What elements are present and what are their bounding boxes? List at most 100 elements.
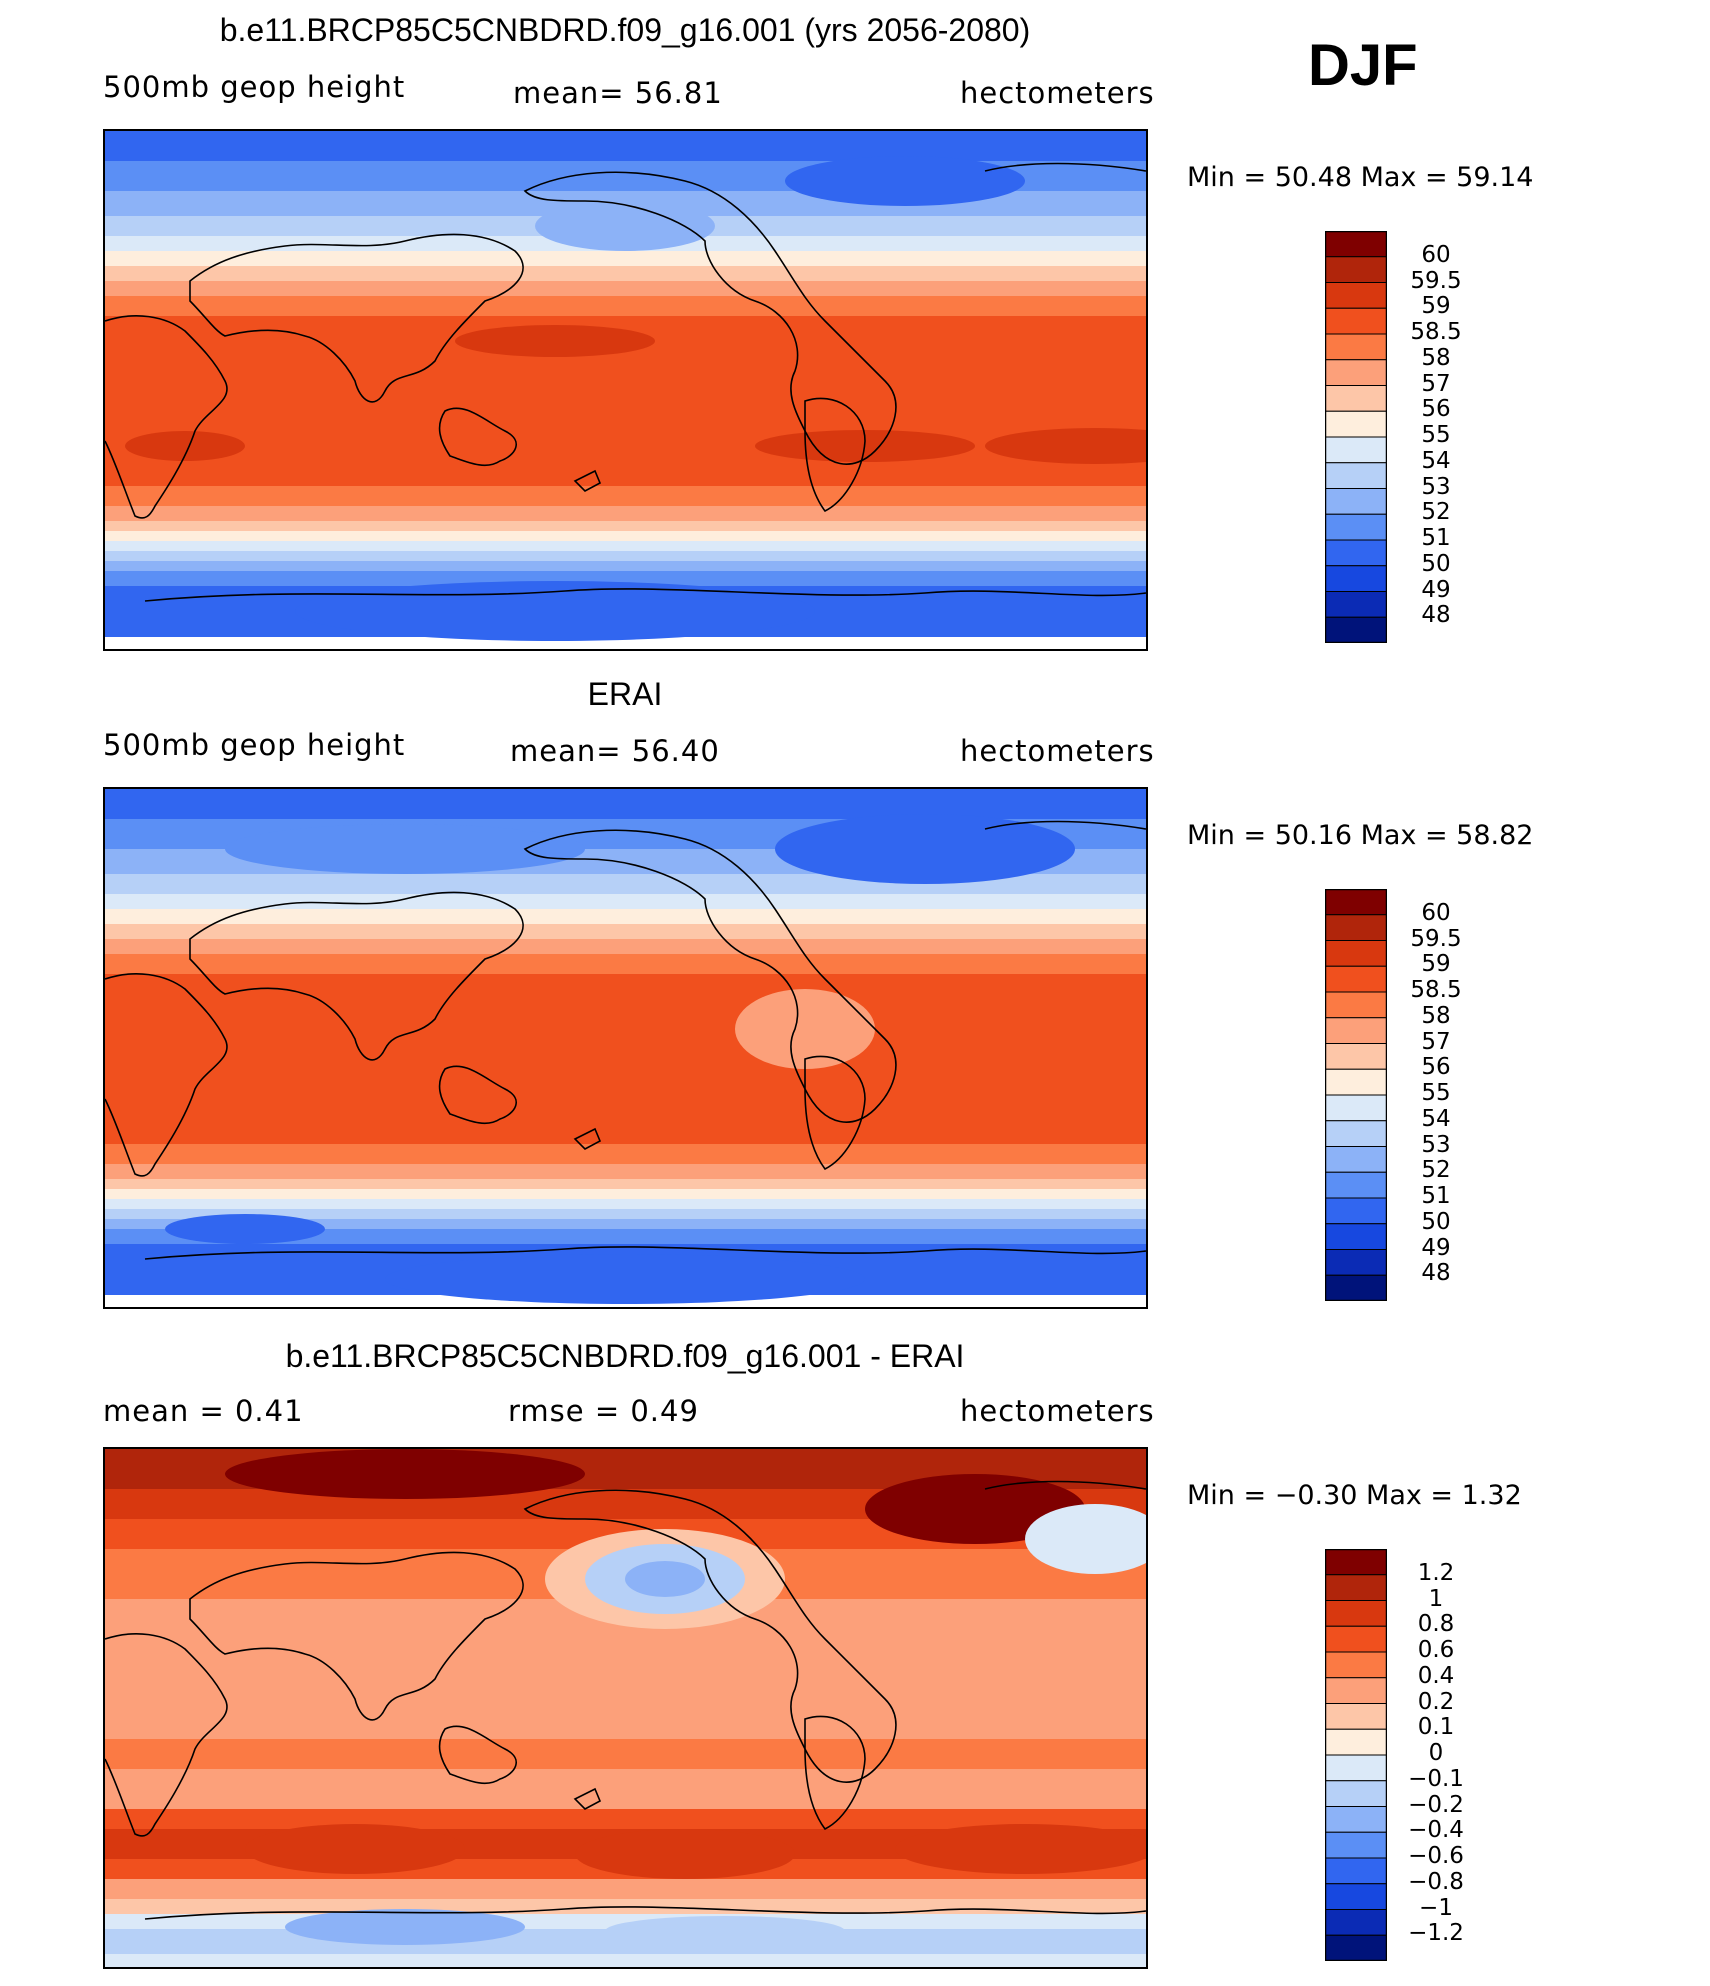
contour-band: [105, 1219, 1146, 1230]
colorbar-tick-label: 59.5: [1410, 267, 1462, 294]
panel-2-mean-label: mean= 56.40: [510, 734, 720, 768]
contour-band: [105, 939, 1146, 955]
panel-2-field: [105, 789, 1146, 1304]
contour-blob: [295, 581, 815, 641]
colorbar-tick-label: 51: [1421, 525, 1451, 551]
contour-band: [105, 1769, 1146, 1810]
contour-band: [105, 1179, 1146, 1190]
colorbar-frame: [1324, 230, 1388, 644]
colorbar-tick-label: 0: [1428, 1740, 1444, 1766]
colorbar-tick-label: 58.5: [1410, 977, 1462, 1003]
colorbar-swatch: [1324, 1094, 1388, 1122]
contour-band: [105, 251, 1146, 267]
colorbar-swatch: [1324, 385, 1388, 412]
contour-blob: [895, 1824, 1146, 1874]
colorbar-tick-label: 53: [1421, 1131, 1451, 1158]
contour-blob: [535, 201, 715, 251]
contour-band: [105, 1189, 1146, 1200]
colorbar-tick-label: 0.1: [1417, 1714, 1455, 1741]
colorbar-swatch: [1324, 1677, 1388, 1704]
panel-1-map: [103, 129, 1148, 651]
colorbar-tick-label: 49: [1421, 576, 1451, 603]
panel-1-coastlines: [105, 162, 1146, 602]
contour-band: [105, 281, 1146, 297]
colorbar-tick-label: 53: [1421, 473, 1451, 500]
colorbar-swatch: [1324, 888, 1388, 916]
contour-blob: [385, 1254, 865, 1304]
panel-3-mean-label: mean = 0.41: [103, 1394, 304, 1428]
contour-blob: [775, 814, 1075, 884]
colorbar-tick-label: −0.8: [1408, 1868, 1464, 1895]
colorbar-tick-label: 58: [1421, 1002, 1451, 1029]
colorbar-tick-label: −0.4: [1408, 1817, 1464, 1844]
colorbar-swatch: [1324, 1728, 1388, 1756]
colorbar-tick-label: −0.6: [1408, 1843, 1464, 1869]
panel-3-units-label: hectometers: [960, 1394, 1155, 1428]
contour-band: [105, 1879, 1146, 1900]
contour-band: [105, 506, 1146, 522]
panel-3-title: b.e11.BRCP85C5CNBDRD.f09_g16.001 - ERAI: [285, 1338, 965, 1374]
colorbar-swatch: [1324, 333, 1388, 361]
colorbar-swatch: [1324, 616, 1388, 644]
colorbar-tick-label: 50: [1421, 1208, 1451, 1235]
colorbar-swatch: [1324, 1806, 1388, 1833]
colorbar-tick-label: 58: [1421, 344, 1451, 371]
colorbar-tick-label: 55: [1421, 422, 1451, 448]
colorbar-tick-label: 0.2: [1417, 1688, 1455, 1715]
colorbar-swatch: [1324, 1754, 1388, 1782]
panel-3-colorbar: [1324, 1548, 1388, 1962]
panel-3-map: [103, 1447, 1148, 1969]
colorbar-frame: [1324, 1548, 1388, 1962]
colorbar-swatch: [1324, 1197, 1388, 1225]
contour-band: [105, 131, 1146, 162]
panel-1-units-label: hectometers: [960, 76, 1155, 110]
contour-band: [105, 789, 1146, 820]
contour-blob: [245, 1824, 465, 1874]
colorbar-tick-label: 1.2: [1417, 1559, 1455, 1586]
contour-band: [105, 1209, 1146, 1220]
colorbar-tick-label: 52: [1421, 499, 1451, 526]
colorbar-swatch: [1324, 1831, 1388, 1859]
contour-band: [105, 266, 1146, 282]
colorbar-tick-label: 50: [1421, 550, 1451, 577]
contour-blob: [735, 989, 875, 1069]
contour-blob: [225, 824, 585, 874]
colorbar-tick-label: 1: [1428, 1585, 1444, 1612]
colorbar-swatch: [1324, 1548, 1388, 1576]
colorbar-tick-label: −0.2: [1408, 1791, 1464, 1818]
colorbar-tick-label: 0.8: [1417, 1611, 1455, 1638]
colorbar-tick-label: 59: [1421, 293, 1451, 320]
colorbar-swatch: [1324, 1625, 1388, 1653]
colorbar-swatch: [1324, 488, 1388, 515]
contour-band: [105, 541, 1146, 552]
contour-band: [105, 1164, 1146, 1180]
colorbar-swatch: [1324, 539, 1388, 567]
panel-1-min-max: Min = 50.48 Max = 59.14: [1187, 162, 1534, 193]
colorbar-swatch: [1324, 1600, 1388, 1627]
colorbar-tick-label: 49: [1421, 1234, 1451, 1261]
colorbar-tick-label: 60: [1421, 241, 1451, 268]
contour-band: [105, 486, 1146, 507]
colorbar-swatch: [1324, 1857, 1388, 1885]
colorbar-tick-label: 56: [1421, 1054, 1451, 1081]
colorbar-swatch: [1324, 1651, 1388, 1679]
contour-band: [105, 954, 1146, 975]
panel-3-coastlines: [105, 1480, 1146, 1920]
panel-1-field: [105, 131, 1146, 641]
colorbar-swatch: [1324, 1909, 1388, 1936]
colorbar-swatch: [1324, 230, 1388, 258]
colorbar-tick-label: −1.2: [1408, 1920, 1464, 1947]
colorbar-swatch: [1324, 1780, 1388, 1807]
colorbar-swatch: [1324, 462, 1388, 489]
contour-blob: [605, 1916, 845, 1946]
colorbar-swatch: [1324, 1883, 1388, 1910]
colorbar-tick-label: −1: [1419, 1894, 1453, 1921]
colorbar-swatch: [1324, 1068, 1388, 1096]
colorbar-tick-label: 54: [1421, 447, 1451, 474]
contour-band: [105, 1954, 1146, 1967]
colorbar-swatch: [1324, 565, 1388, 592]
colorbar-swatch: [1324, 914, 1388, 941]
panel-2-map: [103, 787, 1148, 1309]
contour-band: [105, 924, 1146, 940]
colorbar-swatch: [1324, 991, 1388, 1019]
